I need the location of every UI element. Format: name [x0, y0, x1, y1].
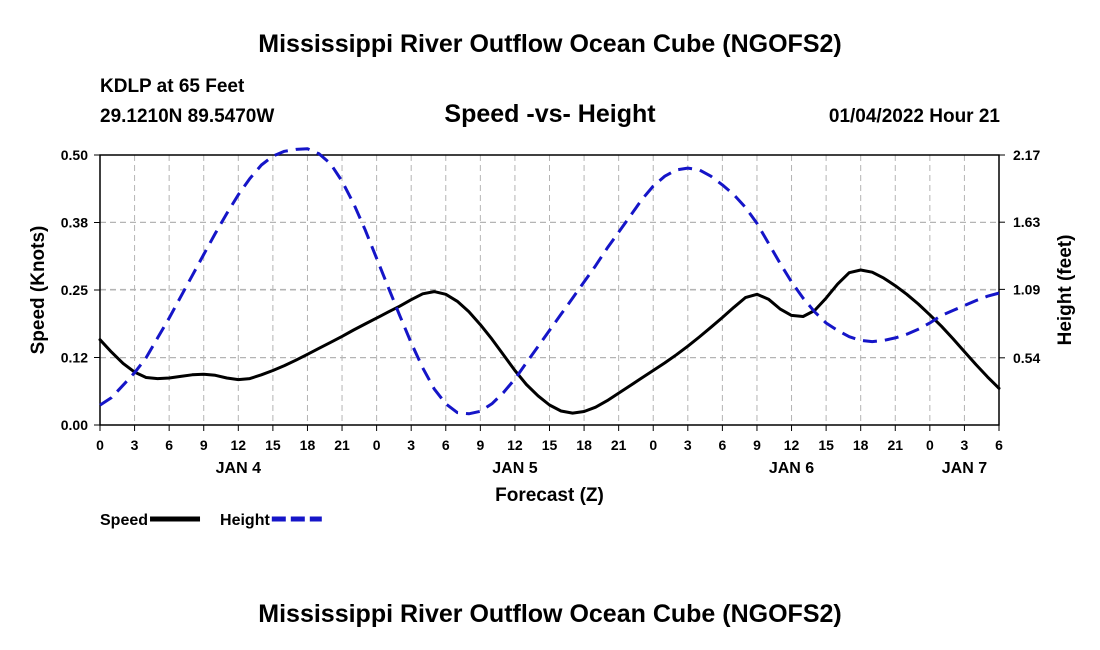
- chart-title: Mississippi River Outflow Ocean Cube (NG…: [258, 30, 842, 58]
- x-tick-label: 12: [507, 437, 523, 453]
- x-tick-label: 6: [165, 437, 173, 453]
- x-tick-label: 18: [300, 437, 316, 453]
- x-tick-label: 9: [753, 437, 761, 453]
- x-tick-label: 3: [684, 437, 692, 453]
- day-label: JAN 7: [942, 460, 987, 477]
- x-tick-label: 3: [961, 437, 969, 453]
- axis-labels: 0 3 6 9 12 15 18 21 0 3 6 9 12 15 18 21 0 3 6 9 12 15 18 21 0 3 6J…: [28, 147, 1076, 506]
- axis-ticks: [94, 154, 1005, 431]
- y-tick-label: 0.12: [61, 350, 88, 366]
- speed-series-line: [98, 268, 1001, 415]
- legend: Speed Height: [100, 512, 322, 529]
- x-tick-label: 9: [476, 437, 484, 453]
- series: [98, 147, 1001, 416]
- x-tick-label: 6: [442, 437, 450, 453]
- x-tick-label: 3: [131, 437, 139, 453]
- y-tick-label: 0.00: [61, 417, 88, 433]
- chart-title-repeat: Mississippi River Outflow Ocean Cube (NG…: [258, 600, 842, 628]
- y2-axis-title: Height (feet): [1055, 235, 1076, 346]
- chart-subtitle: Speed -vs- Height: [444, 100, 656, 128]
- legend-label-height: Height: [220, 512, 270, 529]
- x-tick-label: 12: [784, 437, 800, 453]
- station-coordinates: 29.1210N 89.5470W: [100, 106, 275, 127]
- y-tick-label: 0.50: [61, 147, 88, 163]
- x-tick-label: 15: [542, 437, 558, 453]
- x-tick-label: 15: [818, 437, 834, 453]
- x-tick-label: 6: [718, 437, 726, 453]
- x-tick-label: 21: [611, 437, 627, 453]
- y2-tick-label: 0.54: [1013, 350, 1040, 366]
- x-tick-label: 21: [887, 437, 903, 453]
- x-tick-label: 12: [231, 437, 247, 453]
- x-tick-label: 3: [407, 437, 415, 453]
- y2-tick-label: 2.17: [1013, 147, 1040, 163]
- x-tick-label: 0: [649, 437, 657, 453]
- y-tick-label: 0.25: [61, 282, 88, 298]
- station-label: KDLP at 65 Feet: [100, 76, 245, 97]
- x-tick-label: 9: [200, 437, 208, 453]
- y2-tick-label: 1.63: [1013, 214, 1040, 230]
- y-axis-title: Speed (Knots): [28, 226, 49, 355]
- height-series-line: [99, 147, 1000, 416]
- x-tick-label: 21: [334, 437, 350, 453]
- x-tick-label: 6: [995, 437, 1003, 453]
- day-label: JAN 5: [492, 460, 537, 477]
- x-tick-label: 18: [853, 437, 869, 453]
- x-tick-label: 15: [265, 437, 281, 453]
- legend-label-speed: Speed: [100, 512, 148, 529]
- grid: [100, 155, 999, 425]
- y-tick-label: 0.38: [61, 215, 88, 231]
- x-tick-label: 0: [96, 437, 104, 453]
- y2-tick-label: 1.09: [1013, 281, 1040, 297]
- forecast-datetime: 01/04/2022 Hour 21: [828, 106, 1000, 127]
- x-tick-label: 18: [576, 437, 592, 453]
- x-axis-title: Forecast (Z): [495, 485, 604, 506]
- x-tick-label: 0: [926, 437, 934, 453]
- x-tick-label: 0: [373, 437, 381, 453]
- day-label: JAN 6: [769, 460, 814, 477]
- day-label: JAN 4: [216, 460, 261, 477]
